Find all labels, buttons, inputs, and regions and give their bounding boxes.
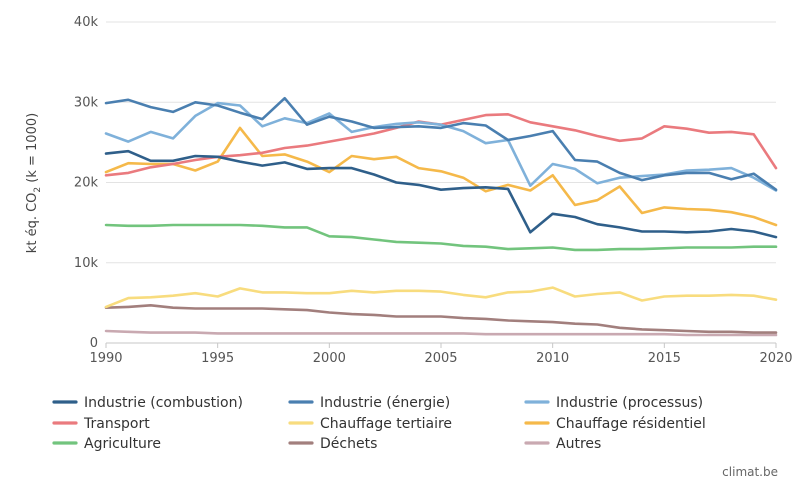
legend-label: Agriculture [84, 436, 161, 452]
x-tick-label: 2020 [759, 351, 792, 366]
y-axis-title: kt éq. CO2 (k = 1000) [25, 113, 43, 253]
y-axis-title-subscript: 2 [33, 187, 43, 193]
y-tick-label: 20k [74, 176, 99, 191]
legend-label: Autres [556, 436, 601, 452]
y-axis-title-tail: (k = 1000) [25, 113, 40, 187]
series-line[interactable] [104, 286, 778, 309]
series-line[interactable] [104, 304, 778, 334]
series-line[interactable] [104, 96, 778, 191]
legend-item[interactable]: Transport [52, 416, 150, 432]
x-tick-label: 1995 [201, 351, 234, 366]
series-line[interactable] [104, 101, 778, 192]
source-credit[interactable]: climat.be [722, 465, 778, 479]
legend-item[interactable]: Agriculture [52, 436, 161, 452]
y-tick-label: 30k [74, 95, 99, 110]
y-tick-label: 40k [74, 15, 99, 30]
legend-item[interactable]: Chauffage tertiaire [288, 416, 452, 432]
series-lines [104, 96, 778, 337]
legend-label: Chauffage tertiaire [320, 416, 452, 432]
x-tick-label: 1990 [89, 351, 122, 366]
x-tick-label: 2005 [424, 351, 457, 366]
legend-item[interactable]: Industrie (combustion) [52, 395, 243, 411]
x-tick-label: 2015 [648, 351, 681, 366]
legend-item[interactable]: Autres [524, 436, 601, 452]
y-tick-label: 0 [90, 336, 98, 351]
series-line[interactable] [104, 329, 778, 337]
legend-item[interactable]: Industrie (processus) [524, 395, 703, 411]
legend-item[interactable]: Chauffage résidentiel [524, 416, 706, 432]
axes: 0 10k 20k 30k 40k 1990 1995 2000 2005 2010 2015 202… [74, 15, 793, 366]
x-tick-label: 2000 [313, 351, 346, 366]
legend-label: Industrie (processus) [556, 395, 703, 411]
y-axis-title-main: kt éq. CO [25, 193, 40, 254]
legend-label: Chauffage résidentiel [556, 416, 706, 432]
legend-label: Déchets [320, 436, 377, 452]
legend-label: Industrie (énergie) [320, 395, 450, 411]
legend-item[interactable]: Industrie (énergie) [288, 395, 450, 411]
series-line[interactable] [104, 223, 778, 252]
series-line[interactable] [104, 126, 778, 227]
series-line[interactable] [104, 149, 778, 239]
legend: Industrie (combustion) Industrie (énergie… [52, 395, 706, 452]
y-tick-label: 10k [74, 256, 99, 271]
legend-label: Transport [83, 416, 150, 432]
legend-label: Industrie (combustion) [84, 395, 243, 411]
x-tick-label: 2010 [536, 351, 569, 366]
legend-item[interactable]: Déchets [288, 436, 377, 452]
